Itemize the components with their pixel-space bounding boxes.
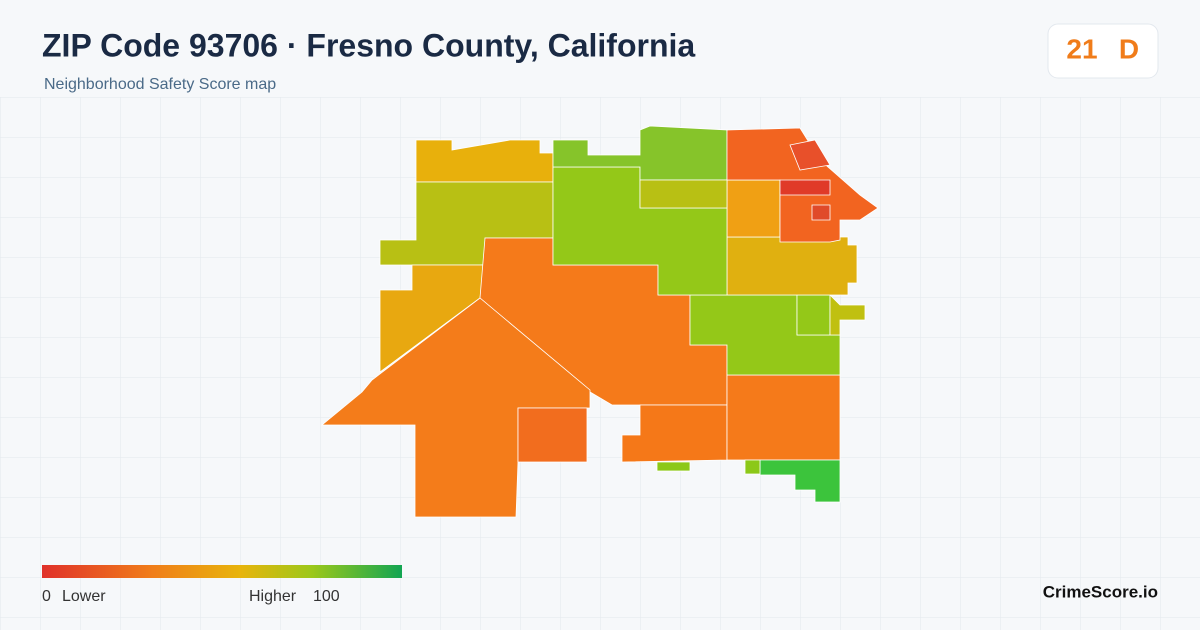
legend-min: 0	[42, 588, 51, 605]
subtitle: Neighborhood Safety Score map	[44, 76, 276, 93]
region	[789, 139, 831, 171]
region	[779, 179, 831, 196]
region	[415, 139, 554, 183]
region	[639, 179, 728, 209]
region	[726, 179, 781, 238]
region	[811, 204, 831, 221]
region	[726, 236, 858, 296]
legend-max: 100	[313, 588, 340, 605]
region	[517, 407, 588, 463]
score-badge	[1047, 23, 1159, 79]
legend-max-label: Higher	[249, 588, 297, 605]
title: ZIP Code 93706 · Fresno County, Californ…	[42, 27, 695, 63]
region	[759, 459, 841, 503]
region	[744, 459, 761, 475]
score-grade: D	[1119, 33, 1139, 64]
score-value: 21	[1066, 33, 1097, 64]
brand: CrimeScore.io	[1043, 582, 1158, 601]
legend-bar	[42, 565, 402, 578]
region	[656, 461, 691, 472]
region	[726, 374, 841, 461]
legend-min-label: Lower	[62, 588, 106, 605]
region	[320, 297, 591, 518]
region	[552, 125, 728, 181]
region	[829, 294, 866, 336]
region	[796, 294, 831, 336]
map	[320, 125, 879, 518]
